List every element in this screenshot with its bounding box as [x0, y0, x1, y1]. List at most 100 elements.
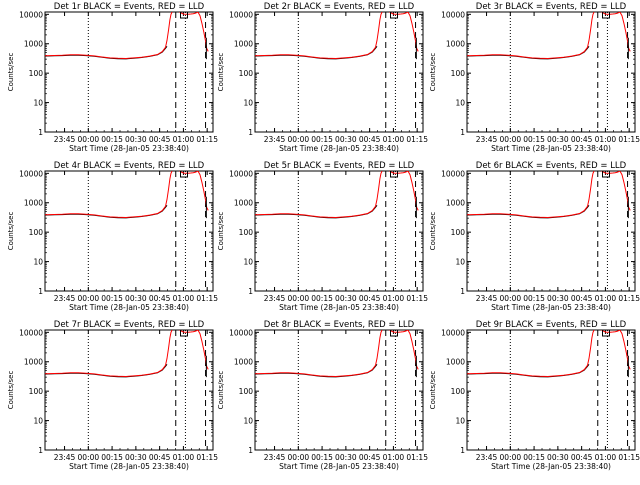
events-saturation-bracket [390, 330, 398, 337]
x-tick-label: 00:30 [125, 453, 147, 462]
y-axis-label: Counts/sec [217, 371, 225, 410]
y-tick-label: 1 [460, 446, 465, 455]
x-tick-label: 00:00 [500, 453, 522, 462]
x-tick-label: 01:00 [383, 135, 405, 144]
data-lines [467, 12, 631, 60]
x-tick-label: 00:00 [78, 135, 100, 144]
y-tick-label: 10000 [441, 10, 465, 19]
lld-series-line-tail [601, 330, 631, 370]
x-tick-label: 01:00 [383, 294, 405, 303]
panel-title: Det 2r BLACK = Events, RED = LLD [264, 2, 415, 12]
lld-series-line [467, 12, 595, 60]
x-tick-label: 00:15 [523, 135, 545, 144]
plot-frame [44, 11, 214, 133]
lld-series-line [45, 12, 173, 60]
x-tick-label: 00:15 [311, 453, 333, 462]
x-axis-label: Start Time (28-Jan-05 23:38:40) [69, 303, 189, 312]
panel-det-3: Det 3r BLACK = Events, RED = LLD 1 10 100 10… [429, 2, 640, 153]
y-tick-label: 10000 [441, 328, 465, 337]
y-tick-label: 100 [239, 387, 254, 396]
panel-title: Det 4r BLACK = Events, RED = LLD [54, 161, 205, 171]
x-tick-label: 00:00 [288, 453, 310, 462]
x-axis-label: Start Time (28-Jan-05 23:38:40) [491, 144, 611, 153]
x-tick-label: 00:45 [149, 135, 171, 144]
y-tick-label: 1000 [234, 40, 253, 49]
x-axis-label: Start Time (28-Jan-05 23:38:40) [279, 303, 399, 312]
y-tick-label: 1 [460, 287, 465, 296]
events-saturation-bracket [180, 330, 188, 337]
x-tick-label: 01:00 [595, 294, 617, 303]
lld-series-line-tail [179, 12, 209, 52]
x-tick-label: 23:45 [54, 135, 76, 144]
x-tick-label: 01:15 [406, 135, 428, 144]
data-lines [467, 171, 631, 219]
x-tick-label: 00:00 [500, 294, 522, 303]
data-lines [45, 171, 209, 219]
y-tick-label: 1000 [24, 40, 43, 49]
plot-frame [466, 11, 636, 133]
y-tick-label: 10000 [19, 10, 43, 19]
x-tick-label: 00:15 [101, 294, 123, 303]
x-tick-label: 00:45 [149, 453, 171, 462]
lld-series-line [255, 171, 383, 219]
lld-series-line-tail [601, 12, 631, 52]
x-tick-label: 01:00 [173, 294, 195, 303]
lld-series-line-tail [389, 171, 419, 211]
x-tick-label: 01:15 [618, 135, 640, 144]
x-tick-label: 23:45 [476, 135, 498, 144]
x-axis-label: Start Time (28-Jan-05 23:38:40) [491, 303, 611, 312]
plot-frame [466, 329, 636, 451]
panel-title: Det 9r BLACK = Events, RED = LLD [476, 320, 627, 330]
panel-title: Det 5r BLACK = Events, RED = LLD [264, 161, 415, 171]
x-tick-label: 23:45 [54, 453, 76, 462]
lld-series-line [255, 12, 383, 60]
x-tick-label: 00:00 [288, 294, 310, 303]
x-tick-label: 01:15 [196, 135, 218, 144]
data-lines [45, 330, 209, 378]
y-tick-label: 10000 [229, 169, 253, 178]
y-tick-label: 10 [33, 99, 43, 108]
y-tick-label: 1 [38, 287, 43, 296]
lld-series-line [45, 171, 173, 219]
x-tick-label: 01:15 [196, 453, 218, 462]
x-tick-label: 23:45 [264, 135, 286, 144]
events-saturation-bracket [390, 12, 398, 19]
data-lines [255, 171, 419, 219]
panel-det-2: Det 2r BLACK = Events, RED = LLD 1 10 100 10… [217, 2, 428, 153]
y-tick-label: 1000 [446, 358, 465, 367]
y-tick-label: 10000 [229, 10, 253, 19]
panel-det-8: Det 8r BLACK = Events, RED = LLD 1 10 100 10… [217, 320, 428, 471]
y-axis-label: Counts/sec [429, 371, 437, 410]
events-saturation-bracket [180, 12, 188, 19]
x-tick-label: 01:00 [173, 453, 195, 462]
y-tick-label: 10 [243, 258, 253, 267]
events-saturation-bracket [602, 171, 610, 178]
x-tick-label: 00:45 [571, 135, 593, 144]
x-tick-label: 00:15 [311, 135, 333, 144]
y-axis-label: Counts/sec [429, 53, 437, 92]
y-tick-label: 1000 [24, 358, 43, 367]
x-tick-label: 01:15 [406, 294, 428, 303]
plot-frame [44, 170, 214, 292]
y-axis-label: Counts/sec [217, 212, 225, 251]
x-tick-label: 00:30 [125, 294, 147, 303]
events-saturation-bracket [602, 12, 610, 19]
y-tick-label: 10000 [229, 328, 253, 337]
x-tick-label: 23:45 [264, 453, 286, 462]
x-tick-label: 23:45 [54, 294, 76, 303]
y-tick-label: 1000 [446, 199, 465, 208]
x-tick-label: 00:45 [359, 135, 381, 144]
lld-series-line-tail [389, 330, 419, 370]
x-tick-label: 01:00 [595, 453, 617, 462]
data-lines [255, 12, 419, 60]
x-tick-label: 00:45 [571, 453, 593, 462]
x-tick-label: 00:30 [335, 135, 357, 144]
y-tick-label: 1000 [234, 199, 253, 208]
x-tick-label: 00:45 [359, 453, 381, 462]
lld-series-line-tail [179, 171, 209, 211]
y-tick-label: 10 [33, 417, 43, 426]
y-axis-label: Counts/sec [7, 371, 15, 410]
x-tick-label: 00:45 [571, 294, 593, 303]
y-tick-label: 10 [243, 417, 253, 426]
